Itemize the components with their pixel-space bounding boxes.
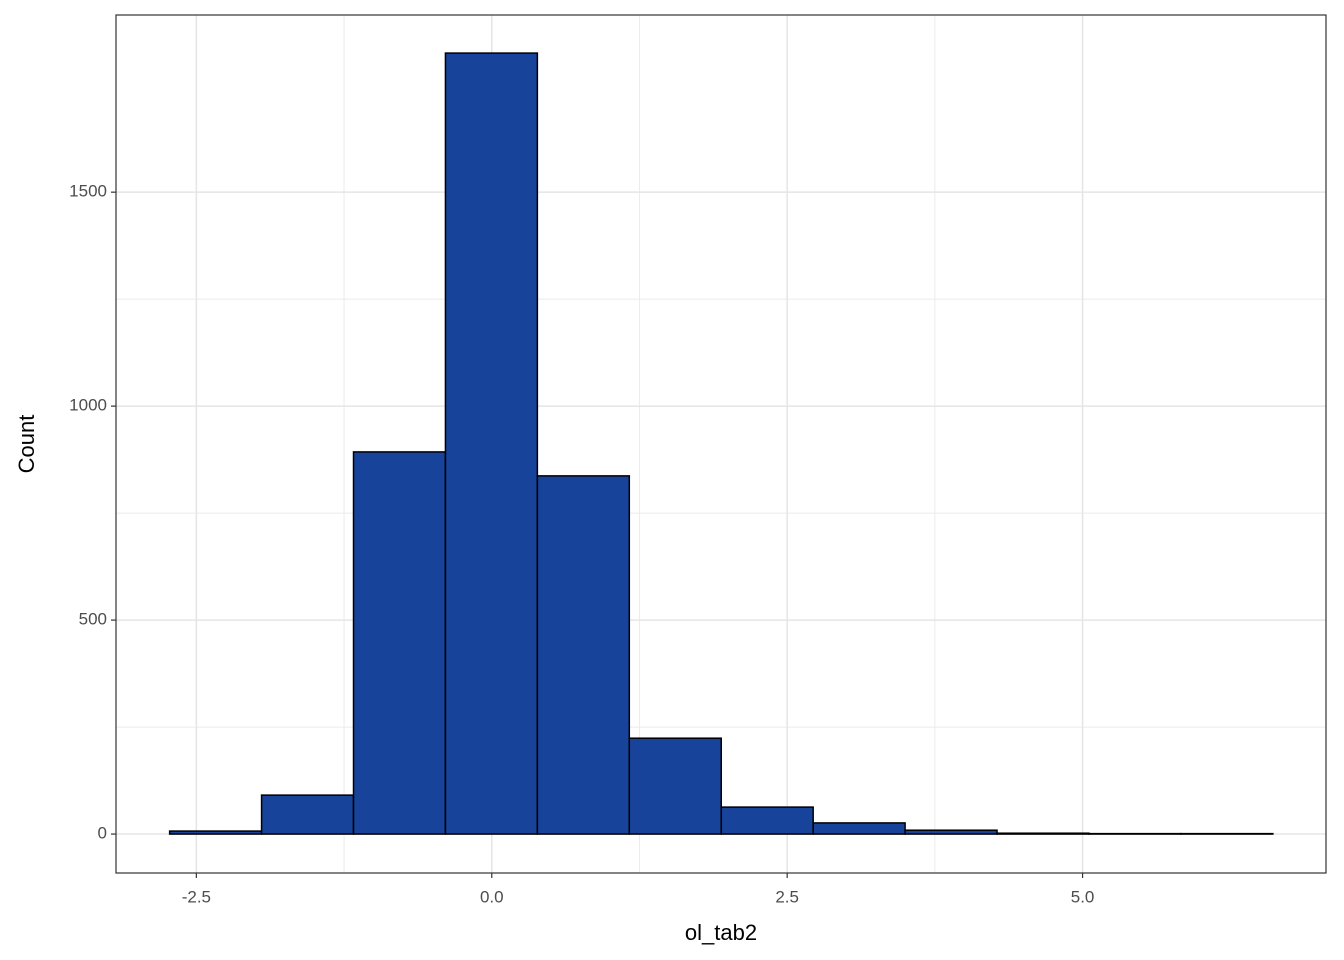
bar bbox=[352, 451, 447, 835]
plot-border bbox=[115, 14, 1327, 874]
bar bbox=[996, 832, 1090, 835]
bar bbox=[444, 52, 539, 835]
x-tick-label: -2.5 bbox=[182, 887, 211, 906]
x-tick-label: 2.5 bbox=[775, 887, 799, 906]
bar bbox=[628, 737, 722, 835]
x-tick-label: 0.0 bbox=[480, 887, 504, 906]
y-tick-label: 1000 bbox=[69, 396, 107, 415]
x-tick-label: 5.0 bbox=[1071, 887, 1095, 906]
y-tick-label: 0 bbox=[98, 824, 107, 843]
y-axis-title: Count bbox=[14, 415, 39, 474]
y-tick-label: 1500 bbox=[69, 182, 107, 201]
bar bbox=[536, 475, 631, 835]
plot-background bbox=[116, 15, 1326, 873]
bar bbox=[260, 794, 355, 835]
bar bbox=[904, 829, 998, 835]
y-tick-label: 500 bbox=[79, 610, 107, 629]
bar bbox=[720, 806, 814, 835]
bar bbox=[168, 830, 263, 835]
bar bbox=[812, 822, 906, 835]
x-axis-title: ol_tab2 bbox=[685, 920, 757, 945]
